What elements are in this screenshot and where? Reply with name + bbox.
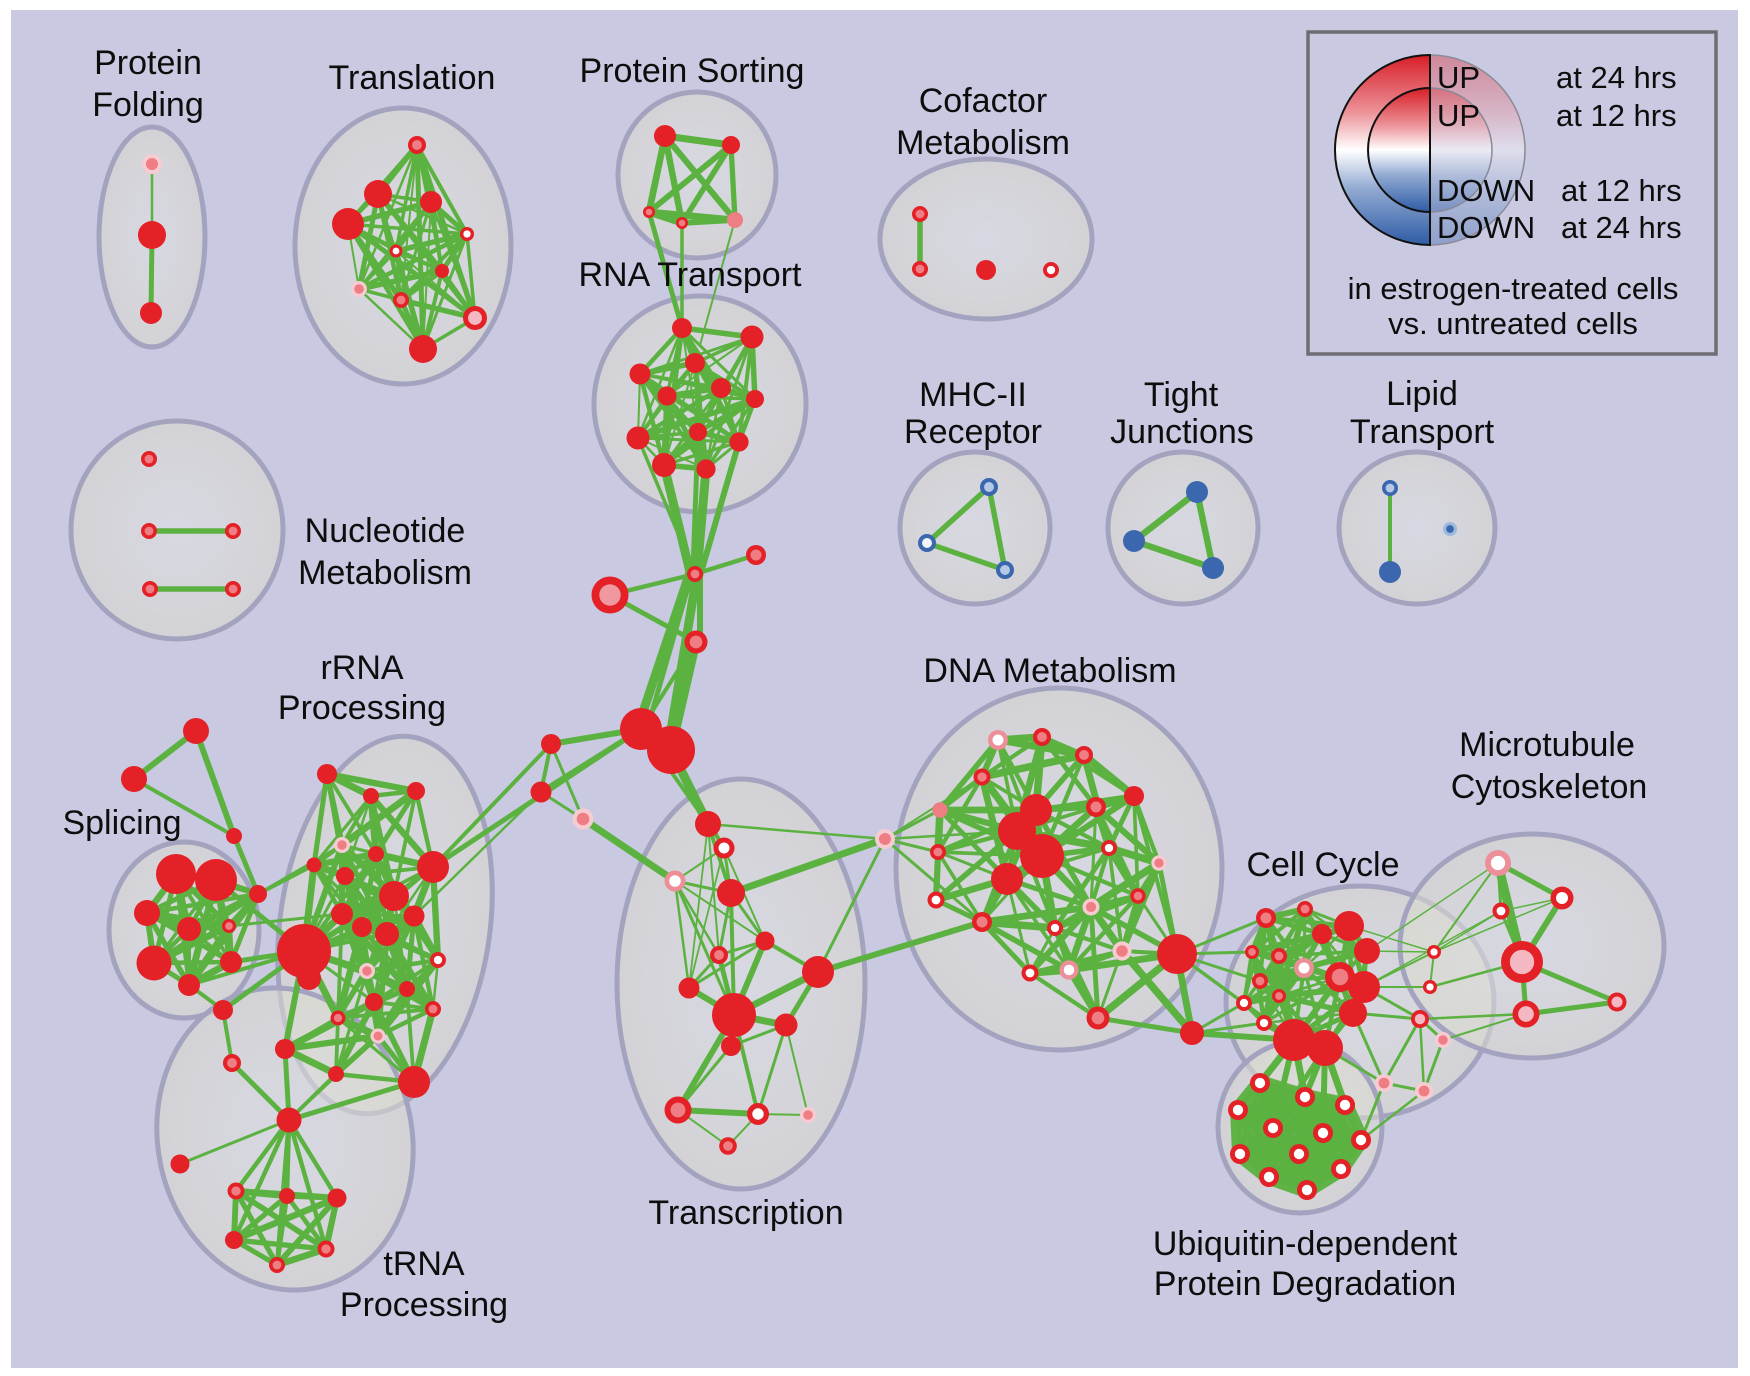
svg-text:UP: UP [1437, 60, 1480, 95]
svg-text:in estrogen-treated cells: in estrogen-treated cells [1348, 271, 1679, 306]
svg-text:Lipid: Lipid [1386, 375, 1458, 413]
svg-text:Processing: Processing [340, 1286, 508, 1324]
svg-text:DOWN: DOWN [1437, 173, 1535, 208]
svg-text:vs. untreated cells: vs. untreated cells [1388, 306, 1638, 341]
svg-text:Cytoskeleton: Cytoskeleton [1451, 768, 1648, 806]
svg-text:Receptor: Receptor [904, 413, 1042, 451]
svg-text:DNA Metabolism: DNA Metabolism [923, 652, 1176, 690]
svg-text:RNA Transport: RNA Transport [579, 256, 803, 294]
svg-text:Protein: Protein [94, 44, 202, 82]
svg-text:Folding: Folding [92, 86, 204, 124]
svg-text:Ubiquitin-dependent: Ubiquitin-dependent [1153, 1225, 1458, 1263]
svg-text:Protein Sorting: Protein Sorting [580, 52, 805, 90]
svg-text:Cell Cycle: Cell Cycle [1246, 846, 1399, 884]
svg-text:DOWN: DOWN [1437, 210, 1535, 245]
svg-text:Metabolism: Metabolism [896, 124, 1070, 162]
svg-text:Cofactor: Cofactor [919, 82, 1048, 120]
svg-text:Nucleotide: Nucleotide [305, 512, 466, 550]
svg-text:at 12 hrs: at 12 hrs [1561, 173, 1682, 208]
svg-text:MHC-II: MHC-II [919, 376, 1027, 414]
svg-text:Transport: Transport [1350, 413, 1495, 451]
svg-text:Microtubule: Microtubule [1459, 726, 1635, 764]
svg-text:at 24 hrs: at 24 hrs [1561, 210, 1682, 245]
svg-text:Transcription: Transcription [648, 1194, 843, 1232]
svg-text:Tight: Tight [1144, 376, 1219, 414]
svg-text:Splicing: Splicing [62, 804, 181, 842]
svg-text:Translation: Translation [329, 59, 496, 97]
svg-text:at 24 hrs: at 24 hrs [1556, 60, 1677, 95]
svg-text:tRNA: tRNA [383, 1245, 465, 1283]
svg-text:Protein Degradation: Protein Degradation [1154, 1265, 1456, 1303]
svg-text:at 12 hrs: at 12 hrs [1556, 98, 1677, 133]
svg-text:Metabolism: Metabolism [298, 554, 472, 592]
svg-text:Processing: Processing [278, 689, 446, 727]
svg-text:rRNA: rRNA [320, 649, 403, 687]
svg-text:Junctions: Junctions [1110, 413, 1254, 451]
svg-text:UP: UP [1437, 98, 1480, 133]
